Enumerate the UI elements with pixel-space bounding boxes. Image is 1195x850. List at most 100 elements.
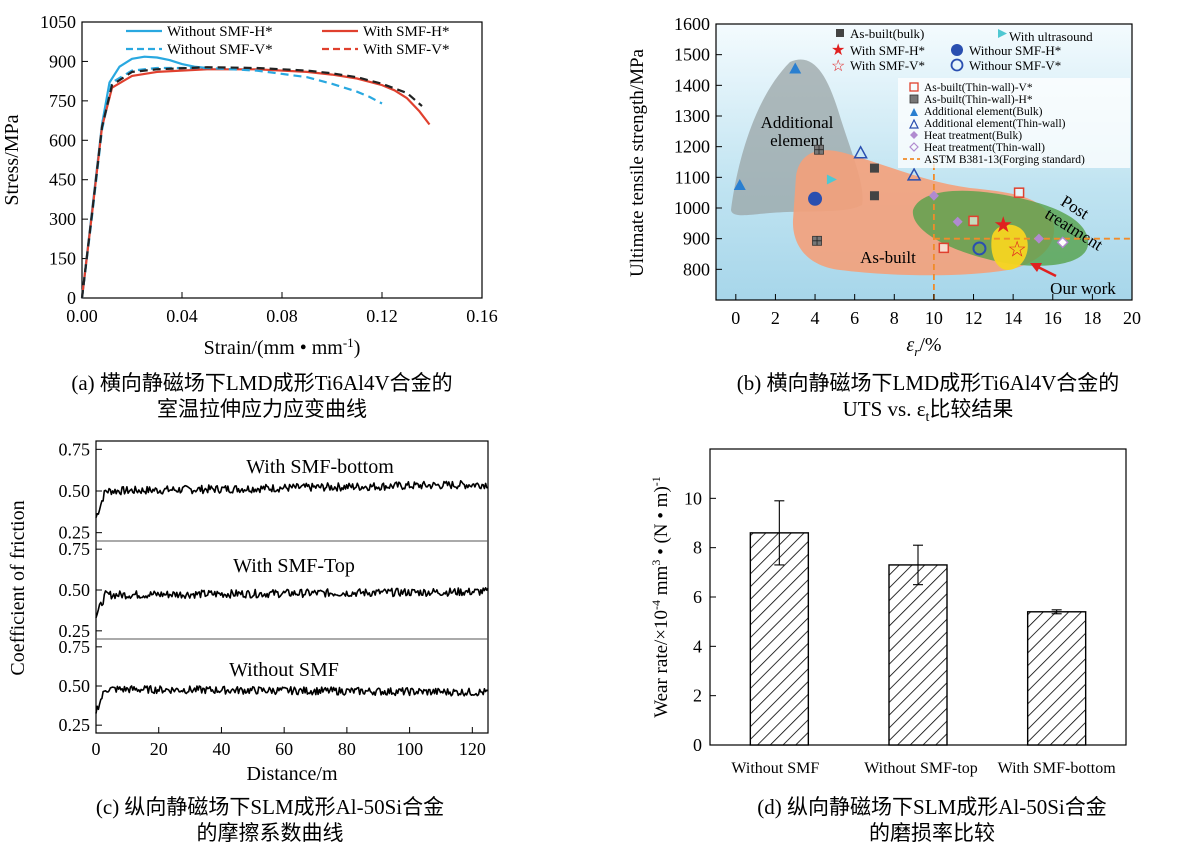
y-tick-label: 1200	[674, 137, 710, 157]
panel-b-astm-reference	[933, 155, 1132, 300]
y-tick-label: 1100	[675, 167, 710, 187]
friction-curve	[95, 684, 489, 714]
point-with-smf-h: ★	[993, 212, 1013, 237]
x-tick-label: 20	[1123, 308, 1141, 328]
y-tick-label: 0.50	[59, 676, 91, 696]
y-tick-label: 900	[49, 51, 76, 71]
panel-c-panel-label-without: Without SMF	[229, 659, 339, 681]
stress-strain-curve	[80, 68, 431, 299]
x-tick-label: 0.04	[166, 306, 198, 326]
x-tick-label: 12	[965, 308, 983, 328]
x-tick-label: 0	[731, 308, 740, 328]
y-tick-label: 600	[49, 130, 76, 150]
x-tick-label: 20	[150, 739, 168, 759]
y-tick-label: 450	[49, 170, 76, 190]
bar	[1026, 611, 1087, 746]
x-tick-label: 0.16	[466, 306, 498, 326]
panel-d-caption-line1: (d) 纵向静磁场下SLM成形Al-50Si合金	[757, 795, 1106, 819]
panel-b-points: ★☆	[733, 62, 1069, 261]
y-tick-label: 150	[49, 249, 76, 269]
x-tick-label: 120	[459, 739, 486, 759]
y-tick-label: 8	[693, 538, 702, 558]
point-heat-treatment-thin-wall	[1056, 236, 1069, 249]
y-tick-label: 0.50	[59, 580, 91, 600]
panel-c-plot-frame	[95, 440, 489, 734]
panel-b-legend-as-built-bulk: As-built(bulk)	[850, 26, 924, 41]
panel-c-lines	[95, 479, 489, 714]
panel-b-legend-top: As-built(bulk) With ultrasound ★ With SM…	[831, 26, 1093, 75]
x-tick-label: 0	[92, 739, 101, 759]
y-tick-label: 0.75	[59, 637, 91, 657]
panel-b-legend-without-smf-v: Withour SMF-V*	[969, 58, 1061, 73]
x-tick-label: 0.12	[366, 306, 398, 326]
point-as-built-bulk	[869, 163, 879, 173]
panel-c-caption-line1: (c) 纵向静磁场下SLM成形Al-50Si合金	[96, 795, 444, 819]
x-tick-label: 100	[396, 739, 423, 759]
panel-d-y-ticks: 0 2 4 6 8 10	[684, 488, 716, 755]
panel-b-y-label: Ultimate tensile strength/MPa	[627, 48, 648, 277]
panel-b-legend-with-smf-h: With SMF-H*	[850, 43, 925, 58]
x-tick-label: 8	[890, 308, 899, 328]
panel-a-legend-item-3: Without SMF-V*	[167, 42, 273, 58]
x-tick-label: 60	[275, 739, 293, 759]
x-tick-label: 6	[850, 308, 859, 328]
panel-b-legend-add-tw: Additional element(Thin-wall)	[924, 118, 1066, 130]
point-as-built-bulk	[869, 191, 879, 201]
x-tick-label: 16	[1044, 308, 1062, 328]
y-tick-label: 1050	[40, 12, 76, 32]
panel-a-legend-item-1: Without SMF-H*	[167, 24, 273, 40]
panel-b: Additional element As-built Post treatme…	[627, 14, 1141, 425]
panel-a-y-label: Stress/MPa	[1, 114, 23, 205]
y-tick-label: 1300	[674, 106, 710, 126]
panel-b-legend-star-v: ☆	[831, 58, 845, 75]
panel-c-y-ticks: 0.250.500.750.250.500.750.250.500.75	[59, 439, 102, 735]
y-tick-label: 900	[683, 229, 710, 249]
category-label: With SMF-bottom	[998, 760, 1117, 777]
point-heat-treatment-bulk	[952, 216, 963, 227]
panel-d: 0 2 4 6 8 10 Without SMF Without SMF-top With S…	[649, 448, 1127, 845]
friction-curve	[95, 586, 489, 618]
panel-b-x-ticks: 0 2 4 6 8 10 12 14 16 18 20	[731, 294, 1141, 328]
panel-c-y-label: Coefficient of friction	[7, 500, 29, 675]
panel-b-legend-ultrasound: With ultrasound	[1009, 29, 1093, 44]
panel-a-plot-frame	[81, 21, 483, 299]
x-tick-label: 0.08	[266, 306, 298, 326]
panel-a-caption-line2: 室温拉伸应力应变曲线	[157, 397, 367, 421]
y-tick-label: 6	[693, 587, 702, 607]
panel-d-y-label: Wear rate/×10-4 mm3 • (N • m)-1	[649, 476, 672, 718]
x-tick-label: 80	[338, 739, 356, 759]
panel-b-plot-frame	[715, 23, 1133, 301]
panel-b-legend-without-smf-h: Withour SMF-H*	[969, 43, 1061, 58]
point-ultrasound	[826, 174, 837, 185]
bar	[888, 564, 948, 746]
panel-b-y-ticks: 800 900 1000 1100 1200 1300 1400 1500 1600	[674, 14, 722, 279]
point-additional-bulk	[733, 179, 746, 190]
panel-a-legend-item-2: With SMF-H*	[363, 24, 450, 40]
panel-d-x-labels: Without SMF Without SMF-top With SMF-botto…	[731, 760, 1116, 777]
stress-strain-curve	[80, 66, 383, 299]
region-label-additional-line1: Additional	[761, 113, 834, 132]
panel-d-bars	[749, 500, 1087, 746]
category-label: Without SMF-top	[864, 760, 978, 777]
point-additional-thin-wall	[853, 145, 868, 159]
category-label: Without SMF	[731, 760, 819, 777]
y-tick-label: 0.75	[59, 439, 91, 459]
y-tick-label: 750	[49, 91, 76, 111]
panel-b-caption-line1: (b) 横向静磁场下LMD成形Ti6Al4V合金的	[737, 371, 1120, 395]
panel-c-caption-line2: 的摩擦系数曲线	[197, 821, 344, 845]
y-tick-label: 1500	[674, 45, 710, 65]
x-tick-label: 10	[925, 308, 943, 328]
panel-a: 0 150 300 450 600 750 900 1050 0.00 0.04 0.08 0.12…	[1, 12, 498, 421]
panel-b-legend-tw-v: As-built(Thin-wall)-V*	[924, 82, 1033, 94]
panel-a-lines	[80, 55, 431, 299]
y-tick-label: 1400	[674, 75, 710, 95]
point-as-built-thin-wall-v	[968, 215, 979, 227]
panel-c-x-label: Distance/m	[246, 763, 338, 785]
point-additional-thin-wall	[906, 167, 922, 181]
panel-a-legend: Without SMF-H* With SMF-H* Without SMF-V…	[126, 24, 450, 58]
point-as-built-thin-wall-v	[1013, 187, 1025, 198]
x-tick-label: 2	[771, 308, 780, 328]
panel-b-legend-astm: ASTM B381-13(Forging standard)	[924, 154, 1085, 166]
panel-b-legend-ht-tw: Heat treatment(Thin-wall)	[924, 142, 1045, 154]
